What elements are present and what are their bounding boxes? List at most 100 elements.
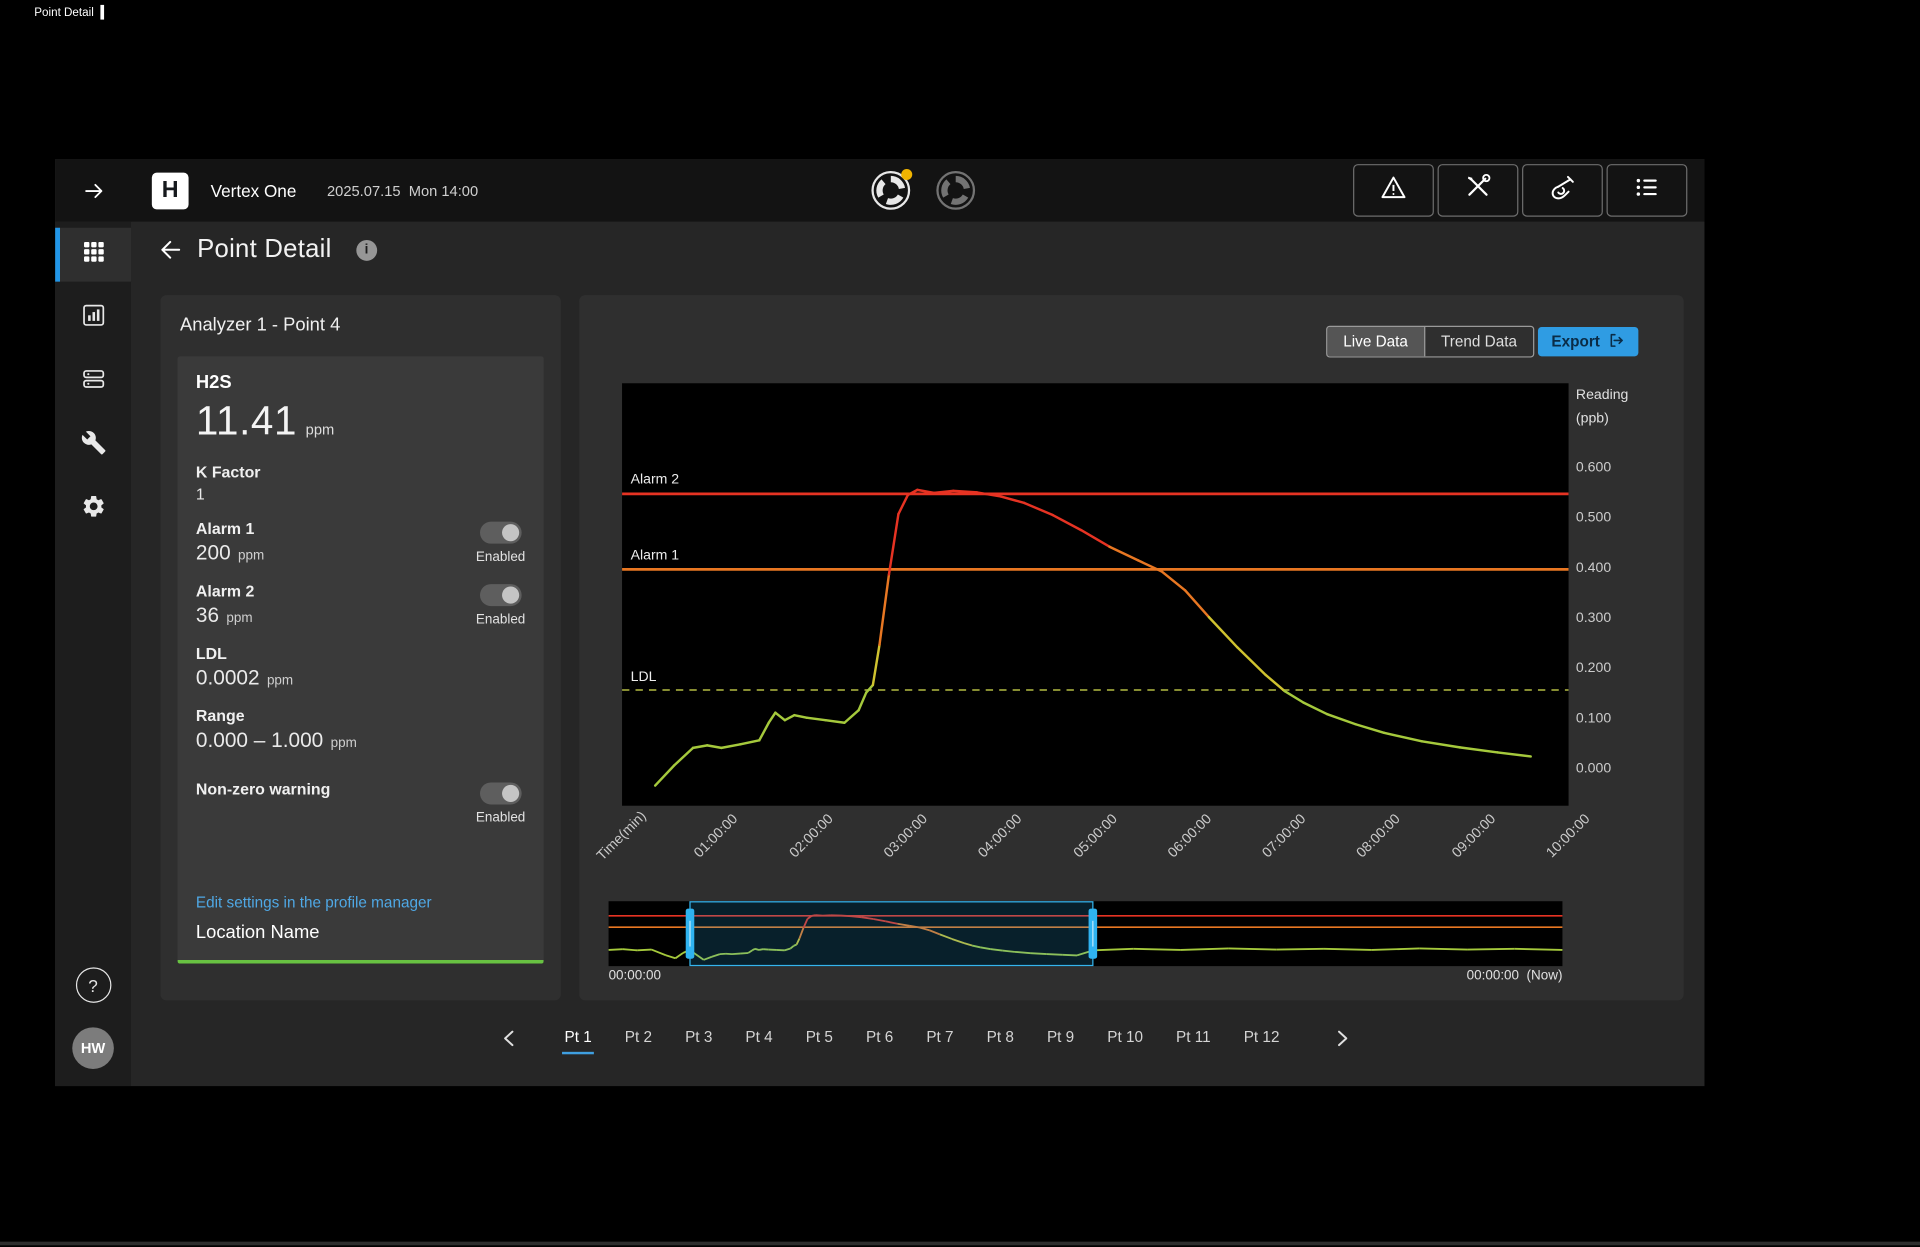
x-tick-label: 09:00:00 [1449,811,1499,861]
alarm1-value: 200 [195,541,231,565]
brush-handle-left[interactable] [685,908,695,959]
alarm2-state: Enabled [475,612,526,627]
point-tab-4[interactable]: Pt 4 [743,1023,775,1054]
point-tab-6[interactable]: Pt 6 [864,1023,896,1054]
x-tick-label: Time(min) [594,808,650,864]
menu-button[interactable] [1606,164,1688,217]
y-tick-label: 0.400 [1575,560,1612,576]
next-point-chevron[interactable] [1326,1022,1358,1054]
ldl-value: 0.0002 [195,666,260,690]
x-tick-label: 10:00:00 [1543,811,1594,861]
x-axis: Time(min) 01:00:00 02:00:00 03:00:00 04:00:0… [595,809,1594,895]
overview-start-time: 00:00:00 [608,968,662,984]
point-tab-8[interactable]: Pt 8 [984,1023,1016,1054]
alarm1-toggle[interactable] [479,521,522,544]
x-tick-label: 02:00:00 [786,811,836,861]
point-tab-7[interactable]: Pt 7 [924,1023,956,1054]
data-view-segmented-control: Live Data Trend Data [1326,325,1535,358]
sidebar-item-analyzers[interactable] [55,355,131,409]
nonzero-warning-label: Non-zero warning [195,779,331,799]
edit-settings-link[interactable]: Edit settings in the profile manager [196,894,525,911]
page-header: Point Detail i [153,233,377,267]
alarm-warning-icon [1379,173,1408,209]
reading-value: 11.41 [195,397,298,444]
service-hand-icon [1548,173,1577,209]
point-tab-11[interactable]: Pt 11 [1174,1023,1214,1054]
y-axis-title: (ppb) [1575,411,1609,427]
time-range-brush[interactable] [689,901,1094,967]
user-avatar[interactable]: HW [72,1027,114,1069]
point-tab-9[interactable]: Pt 9 [1044,1023,1076,1054]
k-factor-value: 1 [195,484,205,504]
expand-arrow-icon[interactable] [80,176,109,205]
ldl-label: LDL [195,644,227,663]
page-title: Point Detail [197,235,332,264]
sidebar-item-dashboard[interactable] [55,227,132,282]
overview-chart [608,901,1563,967]
main-chart-plot [622,383,1569,806]
detail-card: Analyzer 1 - Point 4 H2S 11.41 ppm K Fac… [160,295,561,1001]
chart-card: Live Data Trend Data Export Alarm 2 Alarm… [579,295,1684,1001]
point-pagination-items: Pt 1 Pt 2 Pt 3 Pt 4 Pt 5 Pt 6 Pt 7 Pt 8 Pt 9 Pt 1… [562,1023,1282,1054]
previous-point-chevron[interactable] [493,1022,525,1054]
brush-handle-right[interactable] [1088,908,1097,959]
alarm2-toggle[interactable] [479,584,522,607]
topbar: H Vertex One 2025.07.15 Mon 14:00 [55,159,1705,222]
point-tab-3[interactable]: Pt 3 [683,1023,715,1054]
analyzer-stack-icon [80,366,106,398]
x-tick-label: 03:00:00 [881,811,931,861]
nonzero-warning-state: Enabled [475,810,526,826]
back-button[interactable] [153,233,187,267]
y-tick-label: 0.200 [1575,661,1612,677]
tools-button[interactable] [1437,164,1519,217]
export-button-label: Export [1551,333,1600,351]
topbar-datetime: 2025.07.15 Mon 14:00 [326,181,479,199]
alarm2-label: Alarm 2 [195,581,255,600]
export-button[interactable]: Export [1537,326,1638,357]
x-tick-label: 01:00:00 [692,811,742,861]
sidebar-item-charts[interactable] [55,291,131,345]
menu-list-icon [1632,173,1661,209]
alarms-button[interactable] [1353,164,1434,217]
analyzer-status-secondary-icon[interactable] [933,168,978,213]
screen-bottom-edge [0,1241,1920,1246]
tab-live-data[interactable]: Live Data [1327,326,1426,357]
analyzer-status-icon[interactable] [868,168,913,213]
point-tab-5[interactable]: Pt 5 [803,1023,835,1054]
service-button[interactable] [1522,164,1603,217]
alarm1-state: Enabled [475,549,526,565]
info-icon[interactable]: i [356,239,377,261]
overview-end-time: 00:00:00 (Now) [1466,968,1563,984]
x-tick-label: 06:00:00 [1165,811,1215,861]
k-factor-label: K Factor [195,462,261,482]
browser-tab[interactable]: Point Detail [34,4,104,20]
sidebar: ? HW [55,221,132,1087]
point-tab-10[interactable]: Pt 10 [1105,1023,1146,1054]
ldl-unit: ppm [266,673,294,689]
grid-icon [80,239,106,271]
y-tick-label: 0.600 [1575,460,1612,475]
sidebar-item-tools[interactable] [55,419,131,473]
location-name: Location Name [195,922,320,943]
y-tick-label: 0.300 [1575,611,1612,626]
range-unit: ppm [330,735,357,751]
point-tab-1[interactable]: Pt 1 [562,1023,595,1054]
help-button[interactable]: ? [75,967,111,1003]
range-value: 0.000 – 1.000 [195,728,324,752]
tab-trend-data[interactable]: Trend Data [1425,327,1533,356]
reading-unit: ppm [305,421,335,439]
point-tab-12[interactable]: Pt 12 [1241,1023,1282,1054]
app-brand: Vertex One [210,180,297,201]
gas-name: H2S [195,372,232,394]
export-icon [1607,331,1624,352]
detail-card-title: Analyzer 1 - Point 4 [179,314,341,336]
alarm1-unit: ppm [238,548,265,564]
bar-chart-icon [80,302,106,334]
sidebar-item-settings[interactable] [55,482,131,536]
nonzero-warning-toggle[interactable] [479,782,522,805]
x-tick-label: 04:00:00 [976,811,1026,861]
point-tab-2[interactable]: Pt 2 [622,1023,654,1054]
y-axis-title: Reading [1575,388,1629,403]
honeywell-logo: H [151,172,189,209]
